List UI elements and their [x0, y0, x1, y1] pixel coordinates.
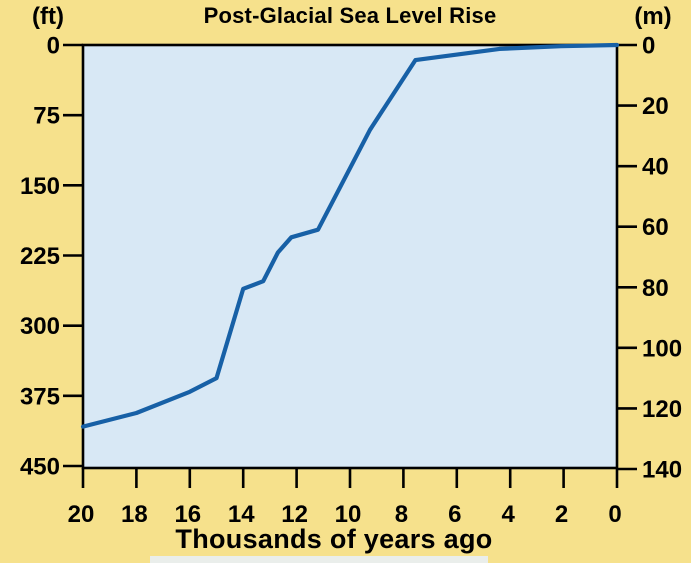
- right-tick-label-120: 120: [642, 396, 682, 423]
- left-tick-label-225: 225: [20, 243, 60, 270]
- right-tick-label-60: 60: [642, 214, 669, 241]
- x-tick-label-12: 12: [281, 501, 308, 528]
- left-tick-label-450: 450: [20, 454, 60, 481]
- right-tick-label-140: 140: [642, 457, 682, 484]
- x-tick-label-2: 2: [555, 501, 568, 528]
- left-tick-label-150: 150: [20, 173, 60, 200]
- sea-level-curve-line: [80, 42, 620, 429]
- right-tick-label-0: 0: [642, 33, 655, 60]
- left-tick-label-0: 0: [47, 33, 60, 60]
- x-axis-title: Thousands of years ago: [175, 524, 493, 554]
- left-tick-label-75: 75: [33, 103, 60, 130]
- right-tick-label-100: 100: [642, 335, 682, 362]
- left-tick-label-375: 375: [20, 383, 60, 410]
- x-tick-label-18: 18: [121, 501, 148, 528]
- left-axis-unit-label: (ft): [32, 3, 64, 30]
- x-tick-label-4: 4: [502, 501, 516, 528]
- right-tick-label-80: 80: [642, 275, 669, 302]
- x-tick-label-0: 0: [608, 501, 621, 528]
- x-tick-label-20: 20: [68, 501, 95, 528]
- right-tick-label-20: 20: [642, 93, 669, 120]
- x-tick-label-10: 10: [335, 501, 362, 528]
- right-axis-unit-label: (m): [634, 3, 672, 30]
- x-tick-label-16: 16: [174, 501, 201, 528]
- chart-title: Post-Glacial Sea Level Rise: [203, 3, 497, 28]
- right-tick-label-40: 40: [642, 154, 669, 181]
- x-tick-label-14: 14: [228, 501, 255, 528]
- left-tick-label-300: 300: [20, 313, 60, 340]
- x-tick-label-6: 6: [448, 501, 461, 528]
- bottom-edge-artifact: [150, 556, 488, 563]
- x-tick-label-8: 8: [395, 501, 408, 528]
